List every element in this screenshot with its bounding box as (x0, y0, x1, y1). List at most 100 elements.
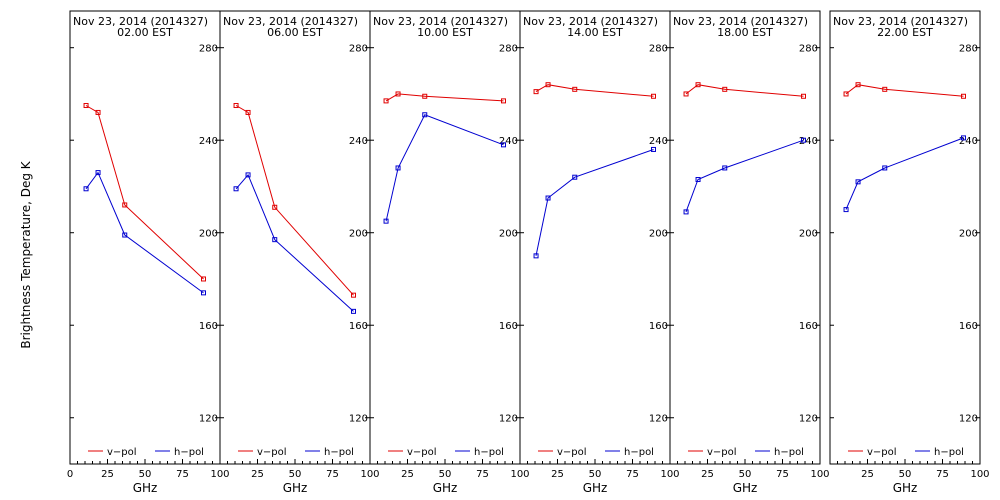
panel-time: 22.00 EST (877, 26, 933, 39)
panel-time: 02.00 EST (117, 26, 173, 39)
h-pol-series-point (122, 232, 128, 238)
x-tick-label: 50 (589, 469, 602, 480)
panel-frame (219, 10, 371, 465)
v-pol-series-point (651, 93, 656, 99)
y-tick-label: 200 (649, 229, 668, 240)
y-tick-label: 240 (959, 136, 978, 147)
x-tick-label: 100 (660, 469, 679, 480)
y-tick-label: 160 (799, 321, 818, 332)
v-pol-series-point (83, 103, 89, 109)
v-pol-series-point (422, 93, 428, 99)
legend-v-pol-label: v−pol (557, 447, 587, 458)
panel-frame (369, 10, 521, 465)
h-pol-series-point (545, 195, 551, 201)
h-pol-series-line (685, 139, 804, 213)
y-tick-label: 200 (799, 229, 818, 240)
h-pol-series-line (85, 171, 204, 294)
panel-title: Nov 23, 2014 (2014327) (833, 15, 968, 28)
v-pol-series-point (722, 86, 728, 92)
x-tick-label: 25 (701, 469, 714, 480)
panel-5: Nov 23, 2014 (2014327)18.00 EST 120 160 200… (669, 10, 830, 495)
y-tick-label: 280 (499, 44, 518, 55)
chart-panels: Nov 23, 2014 (2014327)02.00 EST120160200… (67, 10, 990, 495)
x-tick-label: 100 (970, 469, 989, 480)
x-tick-label: 25 (251, 469, 264, 480)
v-pol-series-line (845, 84, 964, 97)
x-tick-label: 25 (401, 469, 414, 480)
v-pol-series-point (245, 109, 251, 115)
y-tick-label: 160 (349, 321, 368, 332)
h-pol-series-point (801, 137, 806, 143)
v-pol-series-point (843, 91, 849, 97)
legend-v-pol-label: v−pol (407, 447, 437, 458)
h-pol-series-point (201, 290, 206, 296)
h-pol-series-point (882, 165, 888, 171)
x-tick-label: 25 (101, 469, 114, 480)
y-tick-label: 160 (649, 321, 668, 332)
panel-6: Nov 23, 2014 (2014327)22.00 EST 120 160 200… (829, 10, 990, 495)
y-tick-label: 280 (199, 44, 218, 55)
h-pol-series-point (233, 186, 239, 192)
h-pol-series-line (535, 149, 654, 256)
x-tick-label: 25 (861, 469, 874, 480)
x-tick-label: 25 (551, 469, 564, 480)
h-pol-series-point (383, 218, 389, 224)
v-pol-series-line (385, 93, 504, 102)
x-tick-label: 75 (176, 469, 189, 480)
x-axis-label: GHz (893, 481, 918, 495)
x-tick-label: 50 (899, 469, 912, 480)
x-tick-label: 100 (360, 469, 379, 480)
panel-time: 06.00 EST (267, 26, 323, 39)
h-pol-series-point (572, 174, 578, 180)
x-tick-label: 100 (510, 469, 529, 480)
panel-frame (829, 10, 981, 465)
y-tick-label: 240 (799, 136, 818, 147)
y-tick-label: 240 (499, 136, 518, 147)
v-pol-series-point (383, 98, 389, 104)
v-pol-series-point (501, 98, 506, 104)
panel-title: Nov 23, 2014 (2014327) (373, 15, 508, 28)
y-tick-label: 160 (199, 321, 218, 332)
x-tick-label: 75 (326, 469, 339, 480)
h-pol-series-point (961, 135, 966, 141)
v-pol-series-point (961, 93, 966, 99)
v-pol-series-line (235, 105, 354, 296)
y-tick-label: 240 (199, 136, 218, 147)
panel-frame (519, 10, 671, 465)
panel-title: Nov 23, 2014 (2014327) (73, 15, 208, 28)
y-tick-label: 120 (349, 414, 368, 425)
y-tick-label: 240 (349, 136, 368, 147)
panel-title: Nov 23, 2014 (2014327) (223, 15, 358, 28)
h-pol-series-point (351, 308, 356, 314)
h-pol-series-point (683, 209, 689, 215)
x-tick-label: 100 (210, 469, 229, 480)
x-tick-label: 50 (739, 469, 752, 480)
v-pol-series-point (201, 276, 206, 282)
v-pol-series-point (533, 89, 539, 95)
v-pol-series-point (683, 91, 689, 97)
v-pol-series-line (535, 84, 654, 97)
h-pol-series-point (95, 170, 101, 176)
panel-frame (69, 10, 221, 465)
panel-title: Nov 23, 2014 (2014327) (523, 15, 658, 28)
x-axis-label: GHz (733, 481, 758, 495)
x-tick-label: 100 (810, 469, 829, 480)
h-pol-series-point (272, 237, 278, 243)
y-tick-label: 280 (349, 44, 368, 55)
x-tick-label: 50 (139, 469, 152, 480)
h-pol-series-line (385, 114, 504, 222)
panel-1: Nov 23, 2014 (2014327)02.00 EST 120 160 200… (67, 10, 230, 495)
x-tick-label: 75 (626, 469, 639, 480)
x-axis-label: GHz (133, 481, 158, 495)
y-tick-label: 280 (649, 44, 668, 55)
panel-time: 14.00 EST (567, 26, 623, 39)
x-tick-label: 50 (289, 469, 302, 480)
legend-h-pol-label: h−pol (934, 447, 964, 458)
panel-4: Nov 23, 2014 (2014327)14.00 EST 120 160 200… (519, 10, 680, 495)
h-pol-series-point (395, 165, 401, 171)
legend-v-pol-label: v−pol (257, 447, 287, 458)
panel-time: 10.00 EST (417, 26, 473, 39)
y-tick-label: 120 (199, 414, 218, 425)
legend-h-pol-label: h−pol (624, 447, 654, 458)
